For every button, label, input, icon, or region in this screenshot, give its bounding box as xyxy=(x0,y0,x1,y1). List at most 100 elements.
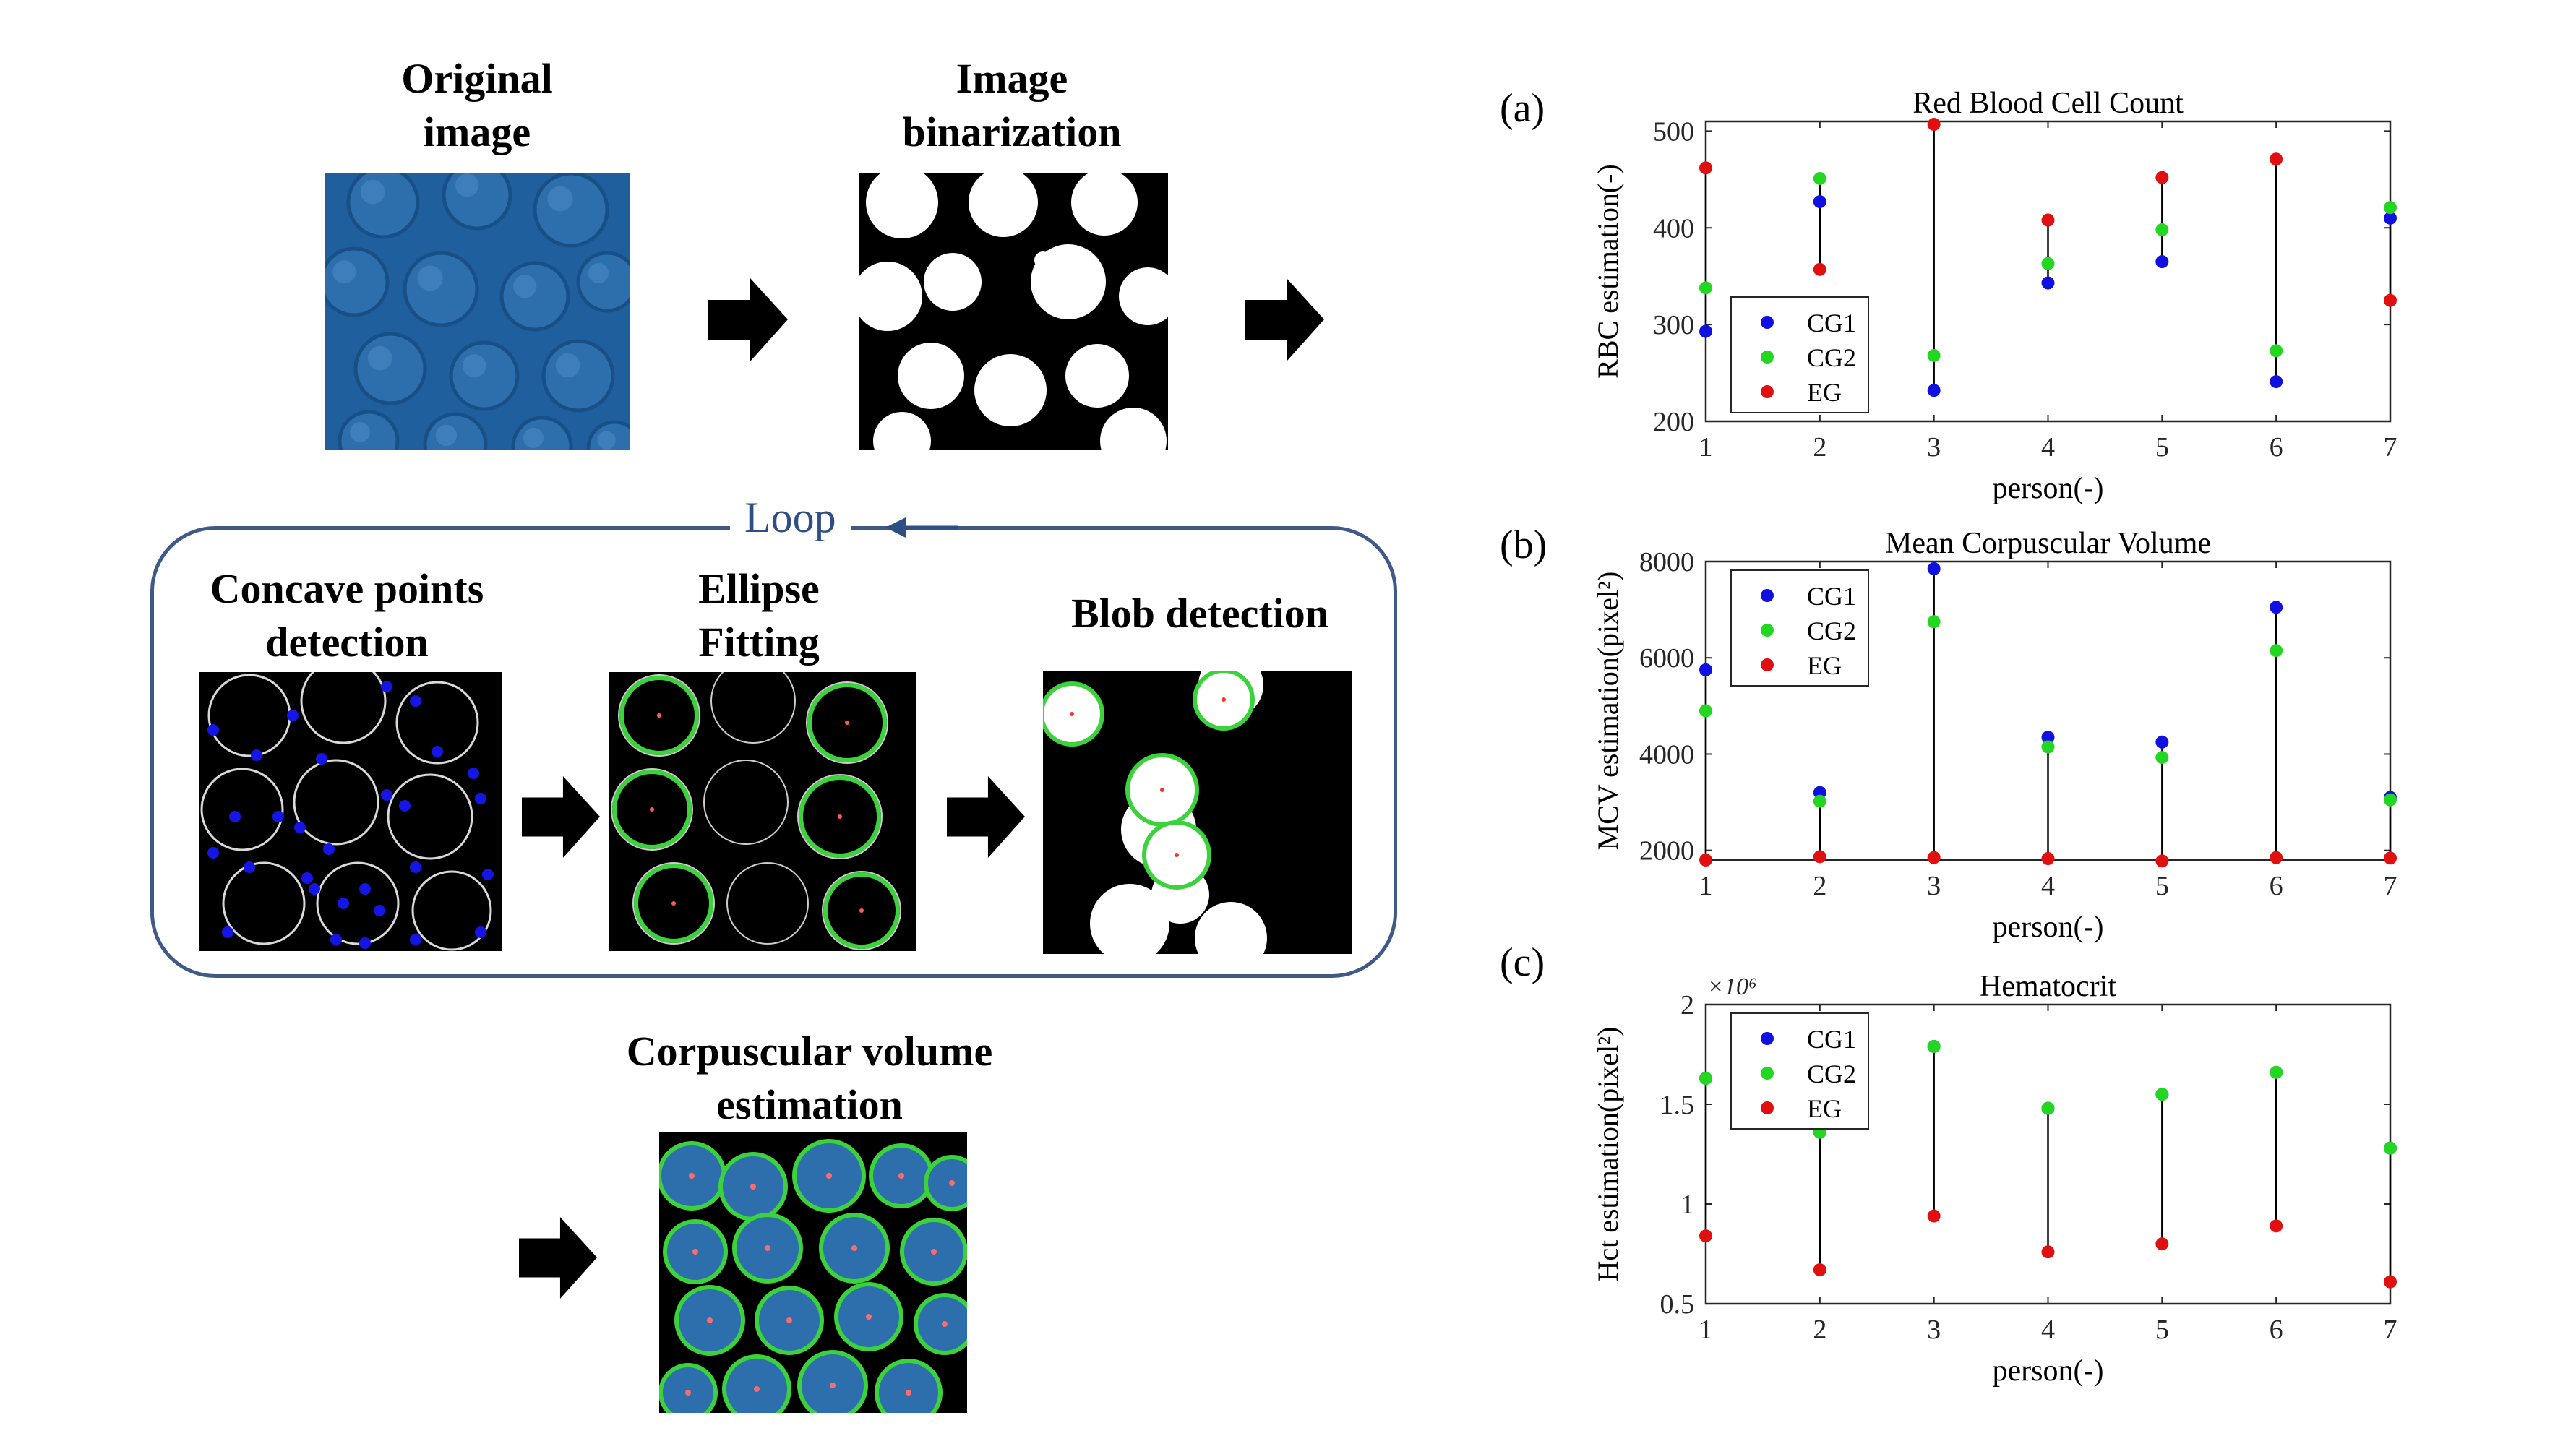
data-point-cg2 xyxy=(2384,793,2397,807)
concave-point xyxy=(316,753,327,765)
concave-point xyxy=(359,883,371,895)
cell-highlight xyxy=(547,186,573,212)
concave-point xyxy=(482,869,494,880)
blob-detection-image xyxy=(1043,671,1352,954)
data-point-cg1 xyxy=(2155,255,2169,269)
volume-cell xyxy=(659,1363,718,1413)
ellipse-fitting-title: Ellipse Fitting xyxy=(698,565,820,666)
panel-letter-b: (b) xyxy=(1500,523,1547,567)
concave-point xyxy=(475,793,486,804)
data-point-eg xyxy=(2041,213,2055,227)
x-tick-label: 5 xyxy=(2155,1315,2169,1345)
cell-outline xyxy=(395,681,479,765)
cell-outline xyxy=(618,674,700,757)
x-axis-label: person(-) xyxy=(1993,911,2104,944)
y-axis-label: Hct estimation(pixel²) xyxy=(1592,1026,1624,1281)
volume-estimation-image xyxy=(659,1132,967,1413)
y-tick-label: 200 xyxy=(1653,407,1694,437)
data-point-cg2 xyxy=(1813,171,1826,185)
concave-point xyxy=(338,898,349,909)
data-point-eg xyxy=(1927,1209,1941,1223)
ellipse-center xyxy=(707,1317,713,1323)
data-point-eg xyxy=(1813,262,1826,276)
data-point-cg2 xyxy=(1699,1072,1712,1085)
legend-marker-cg2 xyxy=(1761,624,1774,637)
image-binarization-title: Image binarization xyxy=(902,55,1122,155)
legend-box xyxy=(1730,1012,1869,1130)
x-tick-label: 2 xyxy=(1813,871,1826,901)
cell-highlight xyxy=(523,428,544,448)
data-point-eg xyxy=(2384,851,2397,865)
right-arrow-icon xyxy=(522,775,600,859)
data-point-eg xyxy=(1699,854,1712,867)
concave-point xyxy=(287,710,299,721)
legend-box xyxy=(1730,296,1869,413)
ellipse-center xyxy=(866,1314,872,1320)
volume-estimation-title: Corpuscular volume estimation xyxy=(626,1028,993,1128)
concave-point xyxy=(301,872,313,884)
cell-outline xyxy=(222,861,306,945)
legend-label: CG1 xyxy=(1807,1025,1856,1054)
legend-box xyxy=(1730,569,1869,687)
concave-point xyxy=(272,811,284,822)
data-point-cg2 xyxy=(1927,615,1941,629)
binary-blob xyxy=(1119,267,1168,325)
x-tick-label: 4 xyxy=(2041,871,2055,901)
ellipse-center xyxy=(1160,788,1164,792)
x-tick-label: 6 xyxy=(2270,871,2283,901)
legend-label: EG xyxy=(1807,1094,1842,1123)
data-point-cg2 xyxy=(1927,348,1941,362)
ellipse-fitting-image xyxy=(609,672,916,951)
legend-label: CG2 xyxy=(1807,343,1856,372)
x-tick-label: 3 xyxy=(1927,871,1941,901)
concave-point xyxy=(229,811,241,822)
cell-outline xyxy=(611,768,693,851)
cell-highlight xyxy=(435,424,458,447)
ellipse-center xyxy=(906,1390,911,1396)
fitted-ellipse xyxy=(823,872,900,949)
ellipse-center xyxy=(859,908,864,913)
fitted-ellipse xyxy=(634,864,713,943)
ellipse-center xyxy=(750,1184,756,1190)
blob-shape xyxy=(1195,902,1267,954)
volume-cell xyxy=(722,1354,791,1413)
legend-marker-cg1 xyxy=(1761,316,1774,329)
y-axis-label: MCV estimation(pixel²) xyxy=(1592,572,1624,851)
fitted-ellipse xyxy=(612,770,692,849)
x-axis-label: person(-) xyxy=(1993,472,2104,505)
ellipse-center xyxy=(838,814,842,819)
y-exponent-label: ×10⁶ xyxy=(1707,973,1757,1000)
binary-blob xyxy=(974,354,1047,426)
x-tick-label: 4 xyxy=(2041,1315,2055,1345)
binary-blob xyxy=(873,412,931,450)
ellipse-center xyxy=(650,807,654,812)
data-point-cg2 xyxy=(2270,1065,2283,1079)
data-point-cg2 xyxy=(2155,223,2169,236)
legend-marker-cg1 xyxy=(1761,589,1774,602)
data-point-cg1 xyxy=(2270,375,2283,389)
right-arrow-icon xyxy=(519,1216,597,1299)
y-axis-label: RBC estimation(-) xyxy=(1592,164,1624,379)
ellipse-center xyxy=(931,1249,937,1255)
y-tick-label: 2000 xyxy=(1639,836,1694,867)
data-point-eg xyxy=(1699,1229,1712,1243)
data-point-eg xyxy=(2155,854,2169,868)
chart-title: Red Blood Cell Count xyxy=(1912,87,2184,120)
ellipse-center xyxy=(949,1180,955,1186)
concave-points-title: Concave points detection xyxy=(210,565,484,666)
concave-point xyxy=(323,843,335,855)
chart-2: 1 2 3 4 5 6 70.511.52×10⁶ Hematocritperson(-)Hc… xyxy=(1592,970,2397,1388)
x-tick-label: 1 xyxy=(1699,1315,1713,1345)
legend-marker-eg xyxy=(1761,1101,1774,1114)
cell-outline xyxy=(726,862,809,945)
concave-point xyxy=(410,695,421,707)
concave-point xyxy=(222,926,233,938)
concave-point xyxy=(309,883,320,895)
ellipse-center xyxy=(851,1245,857,1251)
panel-letter-a: (a) xyxy=(1500,86,1545,131)
concave-point xyxy=(410,861,421,873)
cell-highlight xyxy=(360,179,385,205)
data-point-cg1 xyxy=(1927,384,1941,397)
cell-outline xyxy=(703,760,789,845)
data-point-cg1 xyxy=(1813,195,1826,209)
